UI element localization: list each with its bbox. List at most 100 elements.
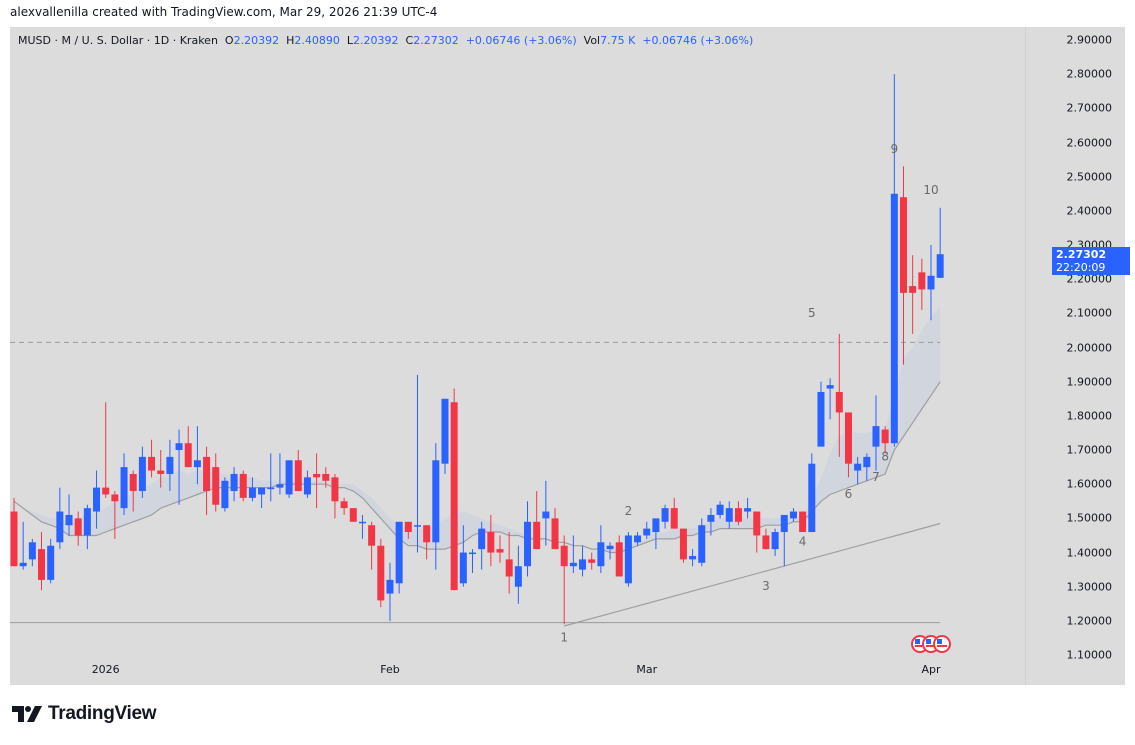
price-tick: 2.40000 xyxy=(1066,204,1113,218)
price-tick: 2.80000 xyxy=(1066,67,1113,81)
wave-label: 5 xyxy=(808,306,816,320)
price-tick: 2.00000 xyxy=(1066,341,1113,355)
change-value: +0.06746 (+3.06%) xyxy=(465,34,577,47)
candle-body xyxy=(74,518,82,536)
candle-body xyxy=(83,508,91,536)
candle-body xyxy=(432,460,440,543)
candle-body xyxy=(496,549,504,553)
candle-body xyxy=(734,508,742,522)
candle-body xyxy=(230,473,238,492)
candle-body xyxy=(148,456,156,471)
candlestick-chart: 1 2 3 4 5 6 78 9 10 xyxy=(10,74,951,653)
price-pane[interactable]: 1 2 3 4 5 6 7 8 9 10 MUSD · M / U. S. Dollar · 1D… xyxy=(10,27,1025,685)
wave-label: 4 xyxy=(799,535,807,549)
candle-body xyxy=(28,542,36,560)
flag-canton xyxy=(937,639,942,644)
candle-body xyxy=(588,559,596,563)
symbol-title[interactable]: MUSD · M / U. S. Dollar · 1D · Kraken xyxy=(18,34,218,47)
time-tick: Feb xyxy=(380,663,400,676)
low-value: 2.20392 xyxy=(353,34,399,47)
last-price-value: 2.27302 xyxy=(1056,248,1107,261)
candle-body xyxy=(533,521,541,550)
candle-body xyxy=(835,391,843,413)
candle-body xyxy=(661,508,669,522)
candle-body xyxy=(203,456,211,492)
candle-body xyxy=(780,514,788,533)
flag-stripe xyxy=(915,645,925,647)
candle-body xyxy=(634,535,642,543)
candle-body xyxy=(138,456,146,492)
price-tick: 1.90000 xyxy=(1066,375,1113,389)
price-tick: 1.30000 xyxy=(1066,580,1113,594)
price-tick: 1.80000 xyxy=(1066,409,1113,423)
candle-body xyxy=(157,470,165,474)
candle-body xyxy=(294,460,302,492)
candle-body xyxy=(927,275,935,290)
candle-body xyxy=(799,511,807,533)
candle-body xyxy=(129,473,137,492)
candle-body xyxy=(505,559,513,577)
candle-body xyxy=(542,511,550,519)
wave-label: 9 xyxy=(890,142,898,156)
candle-body xyxy=(789,511,797,519)
wave-label: 3 xyxy=(762,579,770,593)
symbol-legend: MUSD · M / U. S. Dollar · 1D · Kraken O2… xyxy=(18,34,753,47)
candle-body xyxy=(47,545,55,580)
candle-body xyxy=(19,562,27,567)
candle-body xyxy=(221,480,229,509)
price-axis[interactable]: 2.90000 2.80000 2.70000 2.60000 2.50000 2.400… xyxy=(1025,27,1126,685)
price-tick: 1.10000 xyxy=(1066,648,1113,662)
candle-body xyxy=(808,463,816,533)
open-value: 2.20392 xyxy=(233,34,280,47)
candle-body xyxy=(771,532,779,550)
candle-body xyxy=(551,518,559,550)
candle-body xyxy=(707,514,715,522)
candle-body xyxy=(698,525,706,563)
candle-body xyxy=(248,487,256,498)
candle-body xyxy=(423,525,431,543)
candle-body xyxy=(689,555,697,560)
flag-stripe xyxy=(937,645,947,647)
price-tick: 2.10000 xyxy=(1066,306,1113,320)
chart-credit: alexvallenilla created with TradingView.… xyxy=(10,5,438,19)
price-tick: 2.50000 xyxy=(1066,170,1113,184)
flag-canton xyxy=(926,639,931,644)
candle-body xyxy=(624,535,632,584)
candle-body xyxy=(936,254,944,278)
price-tick: 1.50000 xyxy=(1066,511,1113,525)
candle-body xyxy=(441,398,449,464)
high-value: 2.40890 xyxy=(294,34,340,47)
price-tick: 2.90000 xyxy=(1066,33,1113,47)
volume-label: Vol xyxy=(583,34,601,47)
wave-label: 1 xyxy=(560,630,568,644)
candle-body xyxy=(643,528,651,536)
candle-body xyxy=(579,559,587,570)
candle-body xyxy=(524,521,532,567)
candle-body xyxy=(487,532,495,553)
candle-body xyxy=(890,193,898,444)
price-tick: 2.20000 xyxy=(1066,272,1113,286)
candle-body xyxy=(276,484,284,488)
candle-body xyxy=(313,473,321,478)
candle-body xyxy=(670,508,678,529)
candle-body xyxy=(111,494,119,502)
candle-body xyxy=(753,511,761,536)
candle-body xyxy=(93,487,101,512)
wave-label: 6 xyxy=(845,487,853,501)
low-label: L xyxy=(346,34,354,47)
candle-body xyxy=(560,545,568,567)
candle-body xyxy=(56,511,64,543)
volume-value: 7.75 K xyxy=(600,34,636,47)
candle-body xyxy=(844,412,852,464)
tradingview-logo[interactable]: TradingView xyxy=(12,703,157,725)
candle-body xyxy=(514,566,522,587)
price-tick: 1.20000 xyxy=(1066,614,1113,628)
time-tick: Apr xyxy=(921,663,941,676)
candle-body xyxy=(450,402,458,591)
candle-body xyxy=(193,460,201,468)
candle-body xyxy=(404,521,412,533)
candle-body xyxy=(386,579,394,594)
candle-body xyxy=(652,518,660,533)
high-label: H xyxy=(286,34,295,47)
candle-body xyxy=(826,385,834,389)
